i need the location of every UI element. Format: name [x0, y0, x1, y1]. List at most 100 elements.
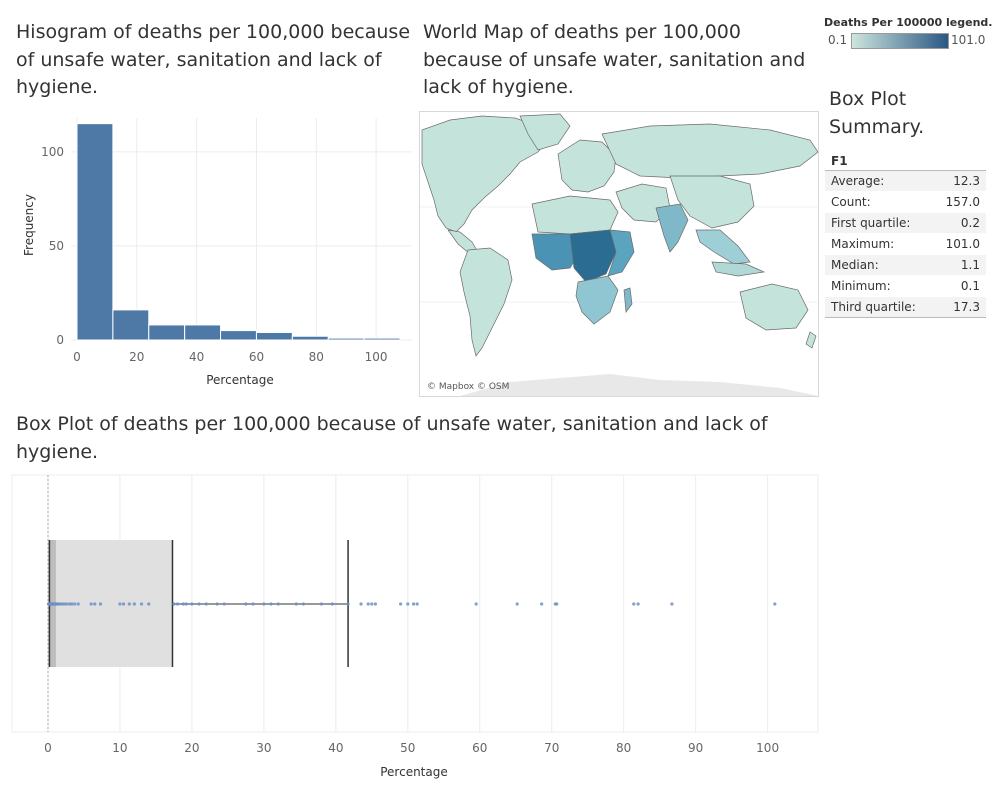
box-data-point[interactable] [147, 602, 151, 606]
hist-bar[interactable] [148, 324, 186, 341]
box-data-point[interactable] [515, 602, 519, 606]
hist-bar[interactable] [220, 330, 257, 341]
box-data-point[interactable] [540, 602, 544, 606]
box-data-point[interactable] [319, 602, 324, 606]
map-region-east-africa[interactable] [607, 229, 635, 277]
summary-row-label: Average: [831, 174, 885, 188]
box-data-point[interactable] [411, 602, 416, 606]
box-data-point[interactable] [184, 602, 188, 606]
box-data-point[interactable] [632, 602, 636, 606]
hist-x-tick: 20 [129, 350, 144, 364]
map-attribution: © Mapbox © OSM [427, 382, 509, 392]
map-region-north-america[interactable] [421, 115, 549, 233]
box-data-point[interactable] [93, 602, 97, 606]
box-data-point[interactable] [190, 602, 194, 606]
box-data-point[interactable] [89, 602, 93, 606]
box-data-point[interactable] [197, 602, 201, 606]
hist-y-tick: 50 [49, 239, 64, 253]
box-data-point[interactable] [181, 602, 185, 606]
box-data-point[interactable] [276, 602, 280, 606]
box-x-tick: 90 [688, 741, 703, 755]
world-map[interactable]: © Mapbox © OSM [419, 111, 819, 397]
hist-bar[interactable] [184, 324, 222, 341]
summary-row-value: 101.0 [945, 237, 980, 251]
box-data-point[interactable] [65, 602, 69, 606]
map-region-east-asia[interactable] [669, 175, 755, 229]
summary-row: Third quartile: 17.3 [825, 297, 986, 318]
map-region-new-zealand[interactable] [805, 331, 817, 349]
summary-row-value: 17.3 [953, 300, 980, 314]
box-data-point[interactable] [175, 602, 180, 606]
map-region-australia[interactable] [739, 283, 809, 331]
hist-bar[interactable] [76, 123, 114, 341]
summary-row-label: Median: [831, 258, 879, 272]
box-x-label: Percentage [380, 765, 448, 779]
box-data-point[interactable] [301, 602, 306, 606]
hist-x-tick: 100 [365, 350, 388, 364]
box-data-point[interactable] [139, 602, 144, 606]
box-data-point[interactable] [127, 602, 131, 606]
summary-row: Minimum: 0.1 [825, 276, 986, 297]
hist-bar[interactable] [327, 337, 365, 341]
box-data-point[interactable] [670, 602, 674, 606]
box-data-point[interactable] [132, 602, 136, 606]
box-data-point[interactable] [251, 602, 255, 606]
box-x-tick: 0 [44, 741, 52, 755]
summary-row-value: 0.2 [960, 216, 980, 230]
summary-row-value: 157.0 [945, 195, 980, 209]
box-data-point[interactable] [359, 602, 363, 606]
box-data-point[interactable] [204, 602, 208, 606]
box-data-point[interactable] [118, 602, 122, 606]
hist-x-tick: 0 [73, 350, 81, 364]
hist-bar[interactable] [363, 337, 401, 341]
color-legend: Deaths Per 100000 legend. 0.1 101.0 [824, 16, 994, 49]
box-data-point[interactable] [330, 602, 334, 606]
box-data-point[interactable] [346, 602, 350, 606]
box-data-point[interactable] [215, 602, 219, 606]
box-data-point[interactable] [366, 602, 370, 606]
map-region-south-asia[interactable] [655, 203, 689, 253]
box-data-point[interactable] [262, 602, 266, 606]
box-data-point[interactable] [244, 602, 248, 606]
box-data-point[interactable] [222, 602, 226, 606]
box-data-point[interactable] [121, 602, 126, 606]
box-x-tick: 40 [328, 741, 343, 755]
map-region-madagascar[interactable] [623, 287, 633, 313]
box-x-tick: 70 [544, 741, 559, 755]
box-x-tick: 20 [184, 741, 199, 755]
hist-bar[interactable] [112, 309, 150, 341]
box-data-point[interactable] [294, 602, 298, 606]
box-data-point[interactable] [373, 602, 378, 606]
map-region-indonesia[interactable] [711, 261, 766, 277]
map-region-southeast-asia[interactable] [695, 229, 751, 265]
map-region-north-asia[interactable] [601, 123, 818, 179]
box-data-point[interactable] [555, 602, 559, 606]
summary-row: First quartile: 0.2 [825, 213, 986, 234]
map-region-europe[interactable] [557, 139, 617, 193]
box-x-tick: 80 [616, 741, 631, 755]
box-data-point[interactable] [399, 602, 403, 606]
summary-row-label: First quartile: [831, 216, 911, 230]
map-region-south-america[interactable] [459, 247, 513, 357]
box-data-point[interactable] [73, 602, 77, 606]
box-data-point[interactable] [474, 602, 478, 606]
box-data-point[interactable] [773, 602, 777, 606]
box-data-point[interactable] [98, 602, 103, 606]
world-map-canvas[interactable]: © Mapbox © OSM [420, 112, 818, 396]
box-data-point[interactable] [172, 602, 176, 606]
hist-bar[interactable] [255, 331, 293, 341]
map-region-north-africa[interactable] [531, 195, 619, 235]
hist-y-label: Frequency [22, 194, 36, 256]
box-data-point[interactable] [415, 602, 419, 606]
summary-row-value: 1.1 [960, 258, 980, 272]
box-data-point[interactable] [406, 602, 410, 606]
box-data-point[interactable] [76, 602, 80, 606]
box-data-point[interactable] [269, 602, 273, 606]
hist-bar[interactable] [291, 335, 329, 341]
map-region-southern-africa[interactable] [575, 275, 619, 325]
box-data-point[interactable] [70, 602, 74, 606]
box-data-point[interactable] [370, 602, 374, 606]
box-data-point[interactable] [636, 602, 640, 606]
map-region-greenland[interactable] [519, 113, 571, 151]
summary-title: Box Plot Summary. [829, 88, 925, 138]
